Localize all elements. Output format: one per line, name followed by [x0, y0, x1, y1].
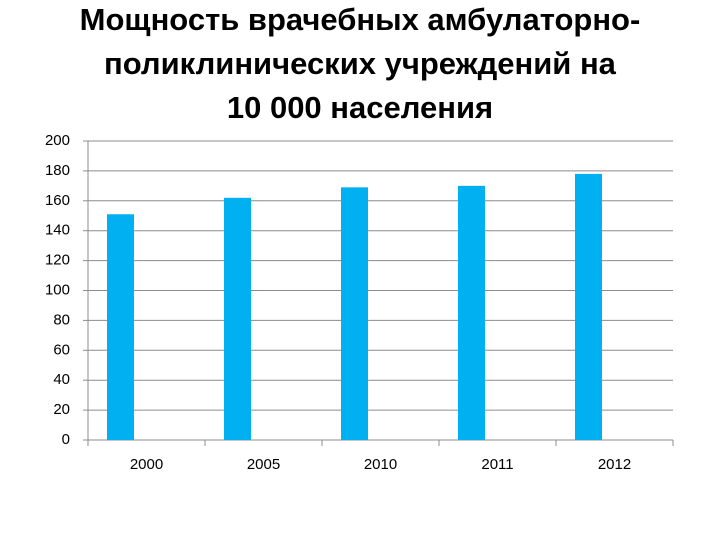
x-tick-label: 2012: [598, 456, 631, 473]
x-tick-label: 2010: [364, 456, 397, 473]
bar: [458, 185, 485, 440]
chart-title-line: Мощность врачебных амбулаторно-: [80, 2, 641, 37]
y-tick-label: 40: [53, 371, 70, 388]
bar: [107, 214, 134, 440]
y-tick-label: 120: [45, 252, 70, 269]
y-tick-label: 140: [45, 222, 70, 239]
y-tick-label: 60: [53, 341, 70, 358]
x-tick-label: 2000: [130, 456, 163, 473]
chart-title-line: поликлинических учреждений на: [104, 46, 617, 81]
bar: [575, 173, 602, 440]
y-tick-label: 200: [45, 132, 70, 149]
y-tick-label: 100: [45, 281, 70, 298]
bar: [341, 187, 368, 440]
x-tick-label: 2011: [481, 456, 513, 473]
y-tick-label: 0: [62, 431, 70, 448]
y-tick-label: 160: [45, 192, 70, 209]
y-tick-label: 20: [53, 401, 70, 418]
chart-title-line: 10 000 населения: [227, 90, 493, 125]
y-tick-label: 80: [53, 311, 70, 328]
x-tick-label: 2005: [247, 456, 280, 473]
bar: [224, 197, 251, 440]
y-tick-label: 180: [45, 162, 70, 179]
